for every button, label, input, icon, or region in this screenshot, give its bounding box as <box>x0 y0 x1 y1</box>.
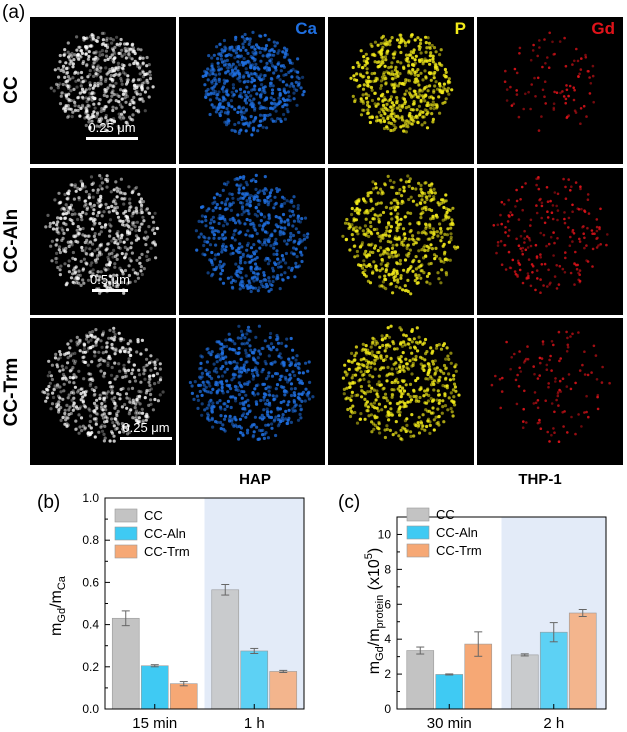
chart-c-ytick-label: 4 <box>384 632 391 646</box>
map-tile-cc-aln-gd <box>477 168 623 315</box>
chart-c-xtick-label: 2 h <box>543 715 564 732</box>
scale-bar-label: 0.5 μm <box>90 272 131 287</box>
map-texture <box>194 173 310 294</box>
element-label-p: P <box>454 19 466 38</box>
scale-bar: 0.25 μm <box>86 120 138 140</box>
chart-b-bar <box>169 683 198 710</box>
chart-b-legend-swatch <box>114 544 138 559</box>
chart-c-ytick-label: 10 <box>378 527 392 541</box>
map-texture <box>201 30 306 137</box>
chart-b-ytick-label: 0.4 <box>82 618 99 632</box>
chart-c-bar <box>406 650 435 710</box>
map-tile-cc-trm-p <box>328 318 474 465</box>
chart-b-ylabel: mGd/mCa <box>48 575 68 636</box>
map-texture <box>188 324 315 441</box>
chart-c-xtick-label: 30 min <box>427 715 472 732</box>
scale-bar-line <box>92 289 128 292</box>
scale-bar: 0.25 μm <box>120 420 172 440</box>
chart-b-panel-label: (b) <box>37 492 60 513</box>
scale-bar-label: 0.25 μm <box>122 420 170 435</box>
chart-c-legend-label: CC-Aln <box>436 525 478 540</box>
map-texture <box>492 176 609 294</box>
scale-bar-label: 0.25 μm <box>88 120 136 135</box>
chart-c-bar <box>510 654 539 710</box>
element-label-gd: Gd <box>591 19 615 38</box>
chart-c-legend-label: CC <box>436 507 455 522</box>
chart-b-xtick-label: 15 min <box>132 715 177 732</box>
chart-b-bar <box>211 589 240 710</box>
scale-bar-line <box>86 137 138 140</box>
chart-b-xtick-label: 1 h <box>244 715 265 732</box>
map-tile-cc-trm-gd <box>477 318 623 465</box>
row-label-cc: CC <box>1 76 22 104</box>
scale-bar: 0.5 μm <box>90 272 130 292</box>
chart-b-bar <box>240 650 269 710</box>
chart-c-legend-swatch <box>406 543 430 558</box>
chart-b-legend-label: CC-Trm <box>144 544 190 559</box>
map-tile-cc-ca: Ca <box>179 17 325 164</box>
chart-b-legend-label: CC <box>144 508 163 523</box>
row-label-cc-trm: CC-Trm <box>1 357 22 427</box>
panel-a-label: (a) <box>2 2 26 23</box>
bar-charts: 0.0 0.2 0.4 0.6 0.8 1.0 15 min 1 h HAP (b) mGd/mCa… <box>37 471 607 732</box>
map-tile-cc-gd: Gd <box>477 17 623 164</box>
chart-c-title: THP-1 <box>518 471 561 488</box>
map-texture <box>44 174 160 295</box>
map-tile-cc-aln-ca <box>179 168 325 315</box>
chart-b-legend-swatch <box>114 508 138 523</box>
map-texture <box>349 33 454 134</box>
map-texture <box>341 174 460 296</box>
map-texture <box>341 324 461 442</box>
chart-c-ytick-label: 0 <box>384 702 391 716</box>
chart-b-ytick-label: 0.0 <box>82 702 99 716</box>
map-texture <box>490 330 611 443</box>
chart-c-bar <box>568 612 597 710</box>
map-texture <box>49 31 155 133</box>
chart-c-legend-label: CC-Trm <box>436 543 482 558</box>
map-texture <box>503 31 595 132</box>
chart-b-ytick-label: 1.0 <box>82 491 99 505</box>
chart-c-bar <box>539 631 568 710</box>
chart-b-bar <box>140 665 169 710</box>
map-tile-cc-trm-ca <box>179 318 325 465</box>
chart-c-legend-swatch <box>406 507 430 522</box>
chart-c-ytick-label: 2 <box>384 667 391 681</box>
chart-b-bar <box>111 617 140 710</box>
chart-b-ytick-label: 0.6 <box>82 575 99 589</box>
chart-b-legend-label: CC-Aln <box>144 526 186 541</box>
chart-b-ytick-label: 0.8 <box>82 533 99 547</box>
map-tile-cc-aln-p <box>328 168 474 315</box>
chart-c-bar <box>435 674 464 710</box>
chart-b-legend-swatch <box>114 526 138 541</box>
chart-c-frame <box>396 516 607 710</box>
map-tile-cc-aln-haadf: 0.5 μm <box>30 168 176 315</box>
chart-c-panel-label: (c) <box>338 492 360 513</box>
map-tile-cc-p: P <box>328 17 474 164</box>
chart-c-legend-swatch <box>406 525 430 540</box>
chart-c-ytick-label: 6 <box>384 597 391 611</box>
chart-c-ytick-label: 8 <box>384 562 391 576</box>
map-tile-cc-trm-haadf: 0.25 μm <box>30 318 176 465</box>
chart-b-title: HAP <box>239 471 271 488</box>
map-tile-cc-haadf: 0.25 μm <box>30 17 176 164</box>
row-label-cc-aln: CC-Aln <box>1 208 22 274</box>
map-texture <box>41 326 165 443</box>
element-label-ca: Ca <box>295 19 317 38</box>
chart-b-ytick-label: 0.2 <box>82 660 99 674</box>
chart-c-ylabel: mGd/mprotein (x105) <box>363 548 386 674</box>
chart-b-bar <box>269 671 298 710</box>
scale-bar-line <box>120 437 172 440</box>
